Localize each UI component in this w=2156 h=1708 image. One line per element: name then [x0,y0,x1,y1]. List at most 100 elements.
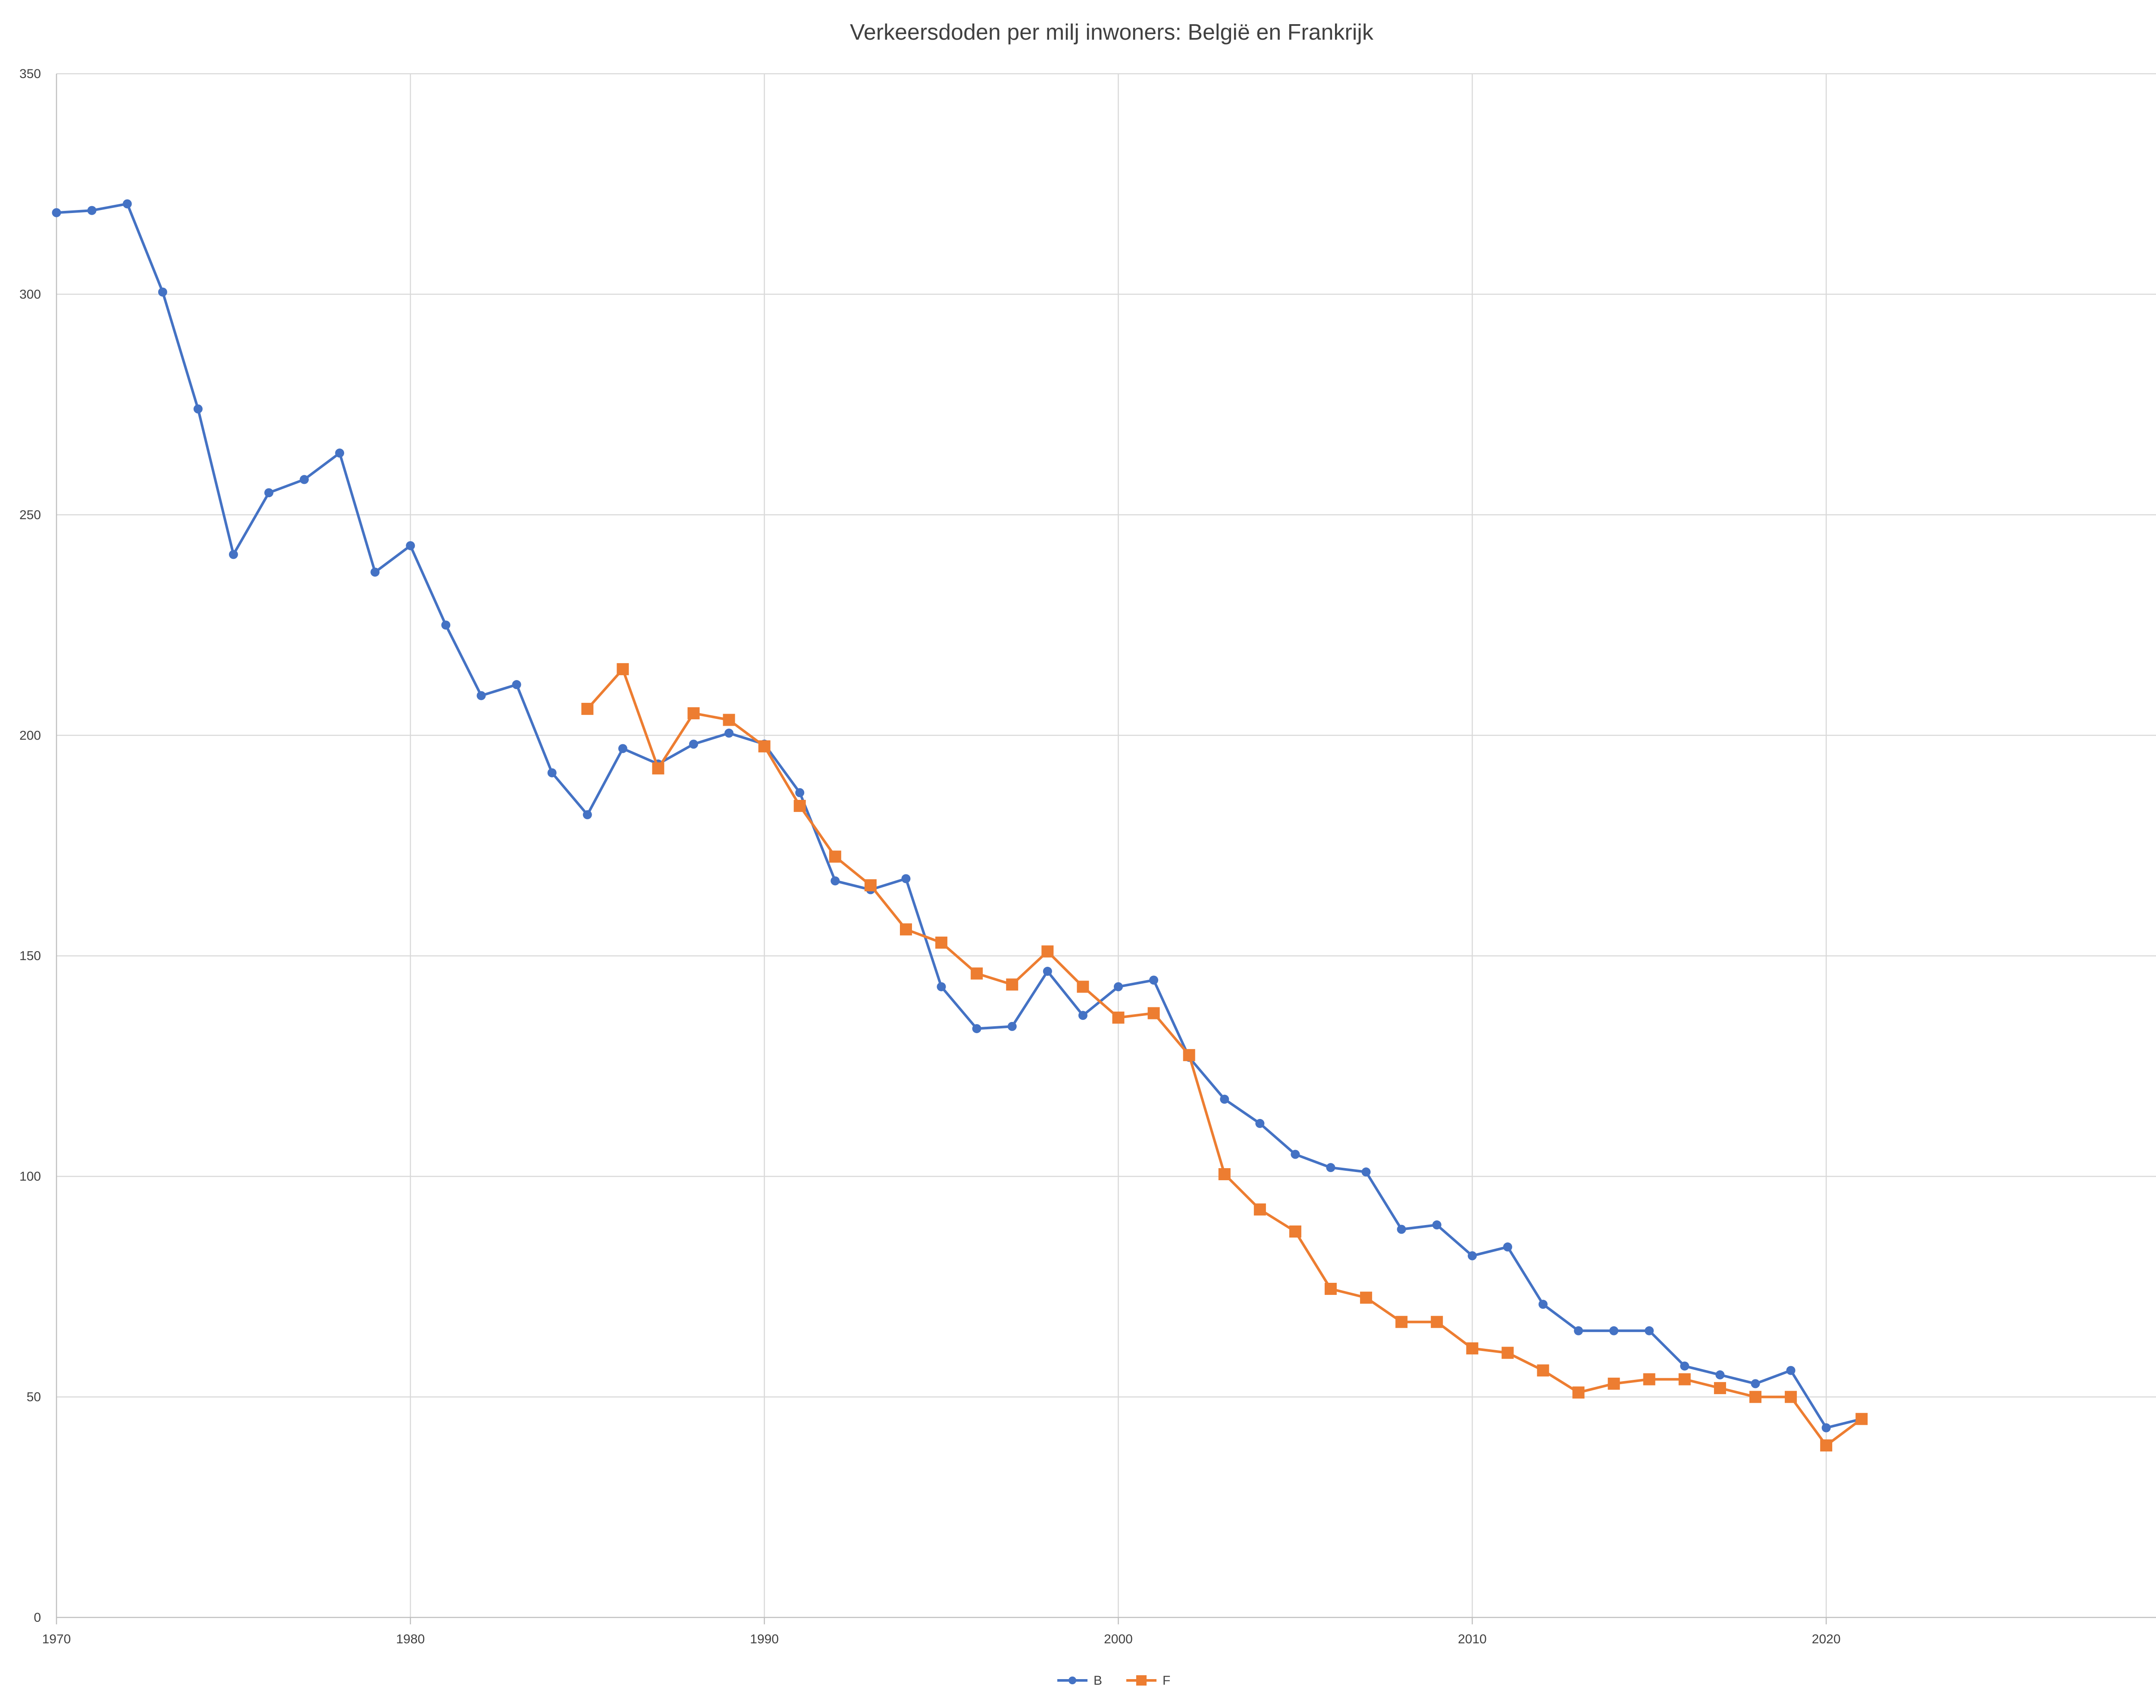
data-point-B-1996 [972,1024,981,1033]
data-point-B-1984 [547,768,557,777]
data-point-B-2019 [1786,1366,1796,1375]
data-point-F-1986 [617,663,629,675]
legend-marker-B [1069,1677,1076,1684]
data-point-B-1972 [122,199,132,209]
legend-entry-F: F [1126,1674,1170,1688]
data-point-B-1975 [229,550,238,559]
data-point-F-1997 [1006,978,1018,991]
legend-entry-B: B [1057,1674,1102,1688]
data-point-B-2004 [1255,1119,1265,1128]
x-tick-label-2000: 2000 [1104,1632,1133,1646]
y-tick-label-100: 100 [19,1169,41,1184]
data-point-F-1988 [687,707,700,720]
y-tick-label-350: 350 [19,67,41,81]
y-tick-label-150: 150 [19,949,41,963]
data-point-B-2017 [1715,1370,1725,1379]
y-tick-label-50: 50 [27,1390,41,1404]
data-point-F-2016 [1678,1373,1691,1385]
data-point-B-2005 [1291,1150,1300,1159]
data-point-F-1994 [900,923,912,936]
x-tick-label-2020: 2020 [1812,1632,1841,1646]
data-point-B-1981 [441,621,451,630]
data-point-B-1971 [87,206,97,215]
data-point-F-1991 [793,799,806,812]
data-point-F-2015 [1643,1373,1655,1385]
data-point-B-1983 [512,680,521,689]
data-point-F-1995 [935,937,948,949]
x-tick-label-1990: 1990 [750,1632,779,1646]
data-point-F-1985 [581,702,594,715]
data-point-B-2000 [1114,982,1123,991]
data-point-B-1980 [406,541,415,550]
data-point-B-1986 [618,744,627,753]
data-point-F-1992 [829,850,841,863]
series-line-B [55,202,1863,1429]
data-point-B-1973 [158,287,167,297]
data-point-F-2004 [1253,1203,1266,1216]
data-point-B-2014 [1609,1326,1619,1335]
data-point-B-2007 [1361,1167,1371,1177]
data-point-B-1978 [335,448,345,458]
data-point-B-2009 [1432,1220,1442,1230]
data-point-B-1982 [476,691,486,700]
data-point-F-2003 [1218,1168,1231,1181]
legend-label-B: B [1094,1674,1102,1688]
data-point-B-2016 [1680,1361,1689,1371]
legend-label-F: F [1163,1674,1170,1688]
y-tick-label-250: 250 [19,508,41,522]
data-point-F-1987 [652,762,664,774]
data-point-B-2001 [1149,975,1159,985]
x-tick-label-1970: 1970 [42,1632,71,1646]
data-point-F-2021 [1855,1413,1868,1425]
data-point-F-1996 [971,967,983,980]
y-tick-label-0: 0 [34,1611,41,1625]
data-point-B-2010 [1467,1251,1477,1260]
data-point-F-1998 [1041,945,1054,958]
data-point-B-1994 [901,874,911,884]
data-point-B-1989 [724,728,734,738]
data-point-B-2008 [1397,1225,1406,1234]
chart-title: Verkeersdoden per milj inwoners: België … [850,20,1374,45]
series-B [52,199,1866,1432]
data-point-B-1974 [193,404,203,414]
data-point-F-2007 [1360,1291,1373,1304]
data-point-B-2020 [1821,1423,1831,1432]
data-point-F-2002 [1183,1049,1195,1061]
data-point-B-2018 [1751,1379,1760,1388]
data-point-B-2012 [1539,1300,1548,1309]
gridlines [56,73,2156,1617]
series-F [581,663,1868,1452]
series-lines [52,199,1868,1452]
data-point-F-2005 [1289,1225,1301,1238]
data-point-B-1998 [1043,967,1052,976]
data-point-F-2011 [1501,1347,1514,1359]
data-point-F-1999 [1077,981,1089,993]
data-point-F-2008 [1395,1316,1408,1328]
data-point-B-2013 [1574,1326,1583,1335]
data-point-B-2015 [1645,1326,1654,1335]
data-point-F-2020 [1820,1439,1833,1452]
data-point-B-1977 [300,475,309,484]
data-point-B-1976 [264,488,273,498]
data-point-F-2001 [1147,1007,1160,1019]
data-point-F-1989 [723,714,735,726]
data-point-F-2000 [1112,1011,1125,1024]
data-point-B-1992 [830,876,840,886]
data-point-B-2003 [1220,1094,1229,1104]
data-point-B-1997 [1007,1022,1017,1031]
data-point-F-1993 [864,879,877,892]
x-tick-label-1980: 1980 [396,1632,425,1646]
data-point-B-1985 [583,810,592,819]
data-point-B-1991 [795,788,805,797]
y-tick-label-300: 300 [19,287,41,301]
data-point-F-2013 [1572,1386,1585,1399]
data-point-B-1995 [937,982,946,991]
data-point-B-1999 [1078,1011,1087,1020]
data-point-F-2006 [1325,1282,1337,1295]
axes [56,74,2156,1624]
legend-marker-F [1136,1675,1147,1686]
